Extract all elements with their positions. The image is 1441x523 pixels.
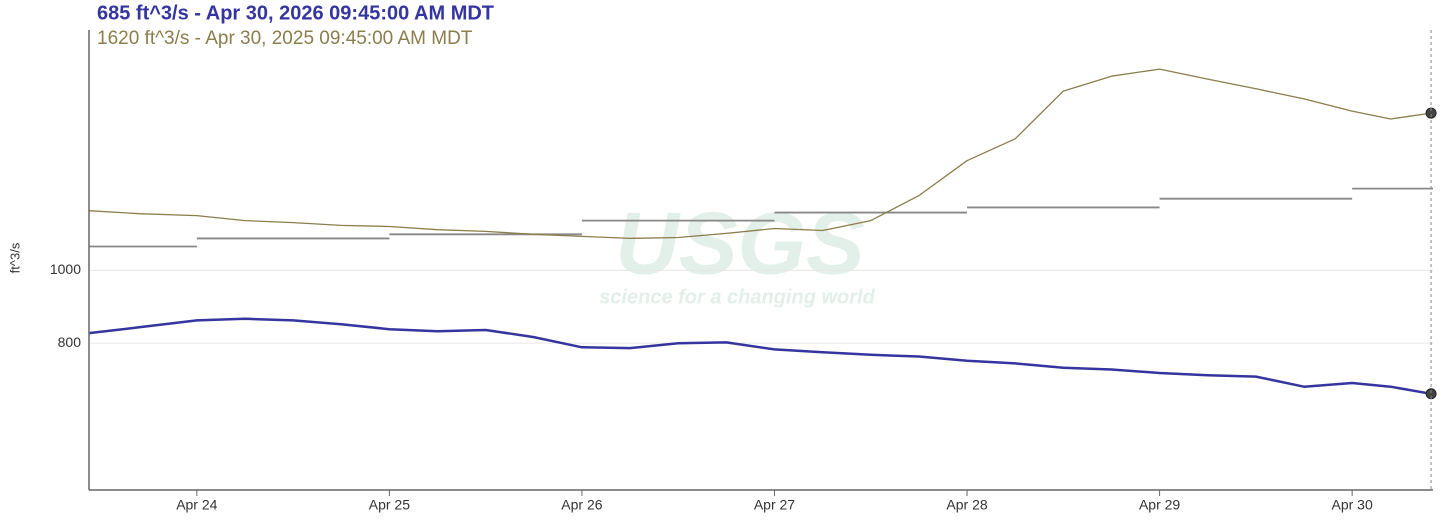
y-tick-label: 800 (58, 334, 82, 350)
watermark-tagline: science for a changing world (599, 286, 875, 308)
x-tick-label: Apr 25 (369, 497, 410, 513)
series-line (88, 317, 1432, 396)
x-tick-label: Apr 24 (176, 497, 217, 513)
x-tick-label: Apr 30 (1332, 497, 1373, 513)
y-tick-label: 1000 (50, 261, 81, 277)
header-previous: 1620 ft^3/s - Apr 30, 2025 09:45:00 AM M… (97, 28, 473, 49)
x-tick-label: Apr 29 (1139, 497, 1180, 513)
x-tick-label: Apr 27 (754, 497, 795, 513)
x-tick-label: Apr 28 (946, 497, 987, 513)
header-current: 685 ft^3/s - Apr 30, 2026 09:45:00 AM MD… (97, 2, 494, 24)
x-tick-label: Apr 26 (561, 497, 602, 513)
y-axis-label: ft^3/s (7, 242, 22, 273)
watermark-logo: USGS (615, 193, 864, 292)
series-line (88, 68, 1432, 240)
